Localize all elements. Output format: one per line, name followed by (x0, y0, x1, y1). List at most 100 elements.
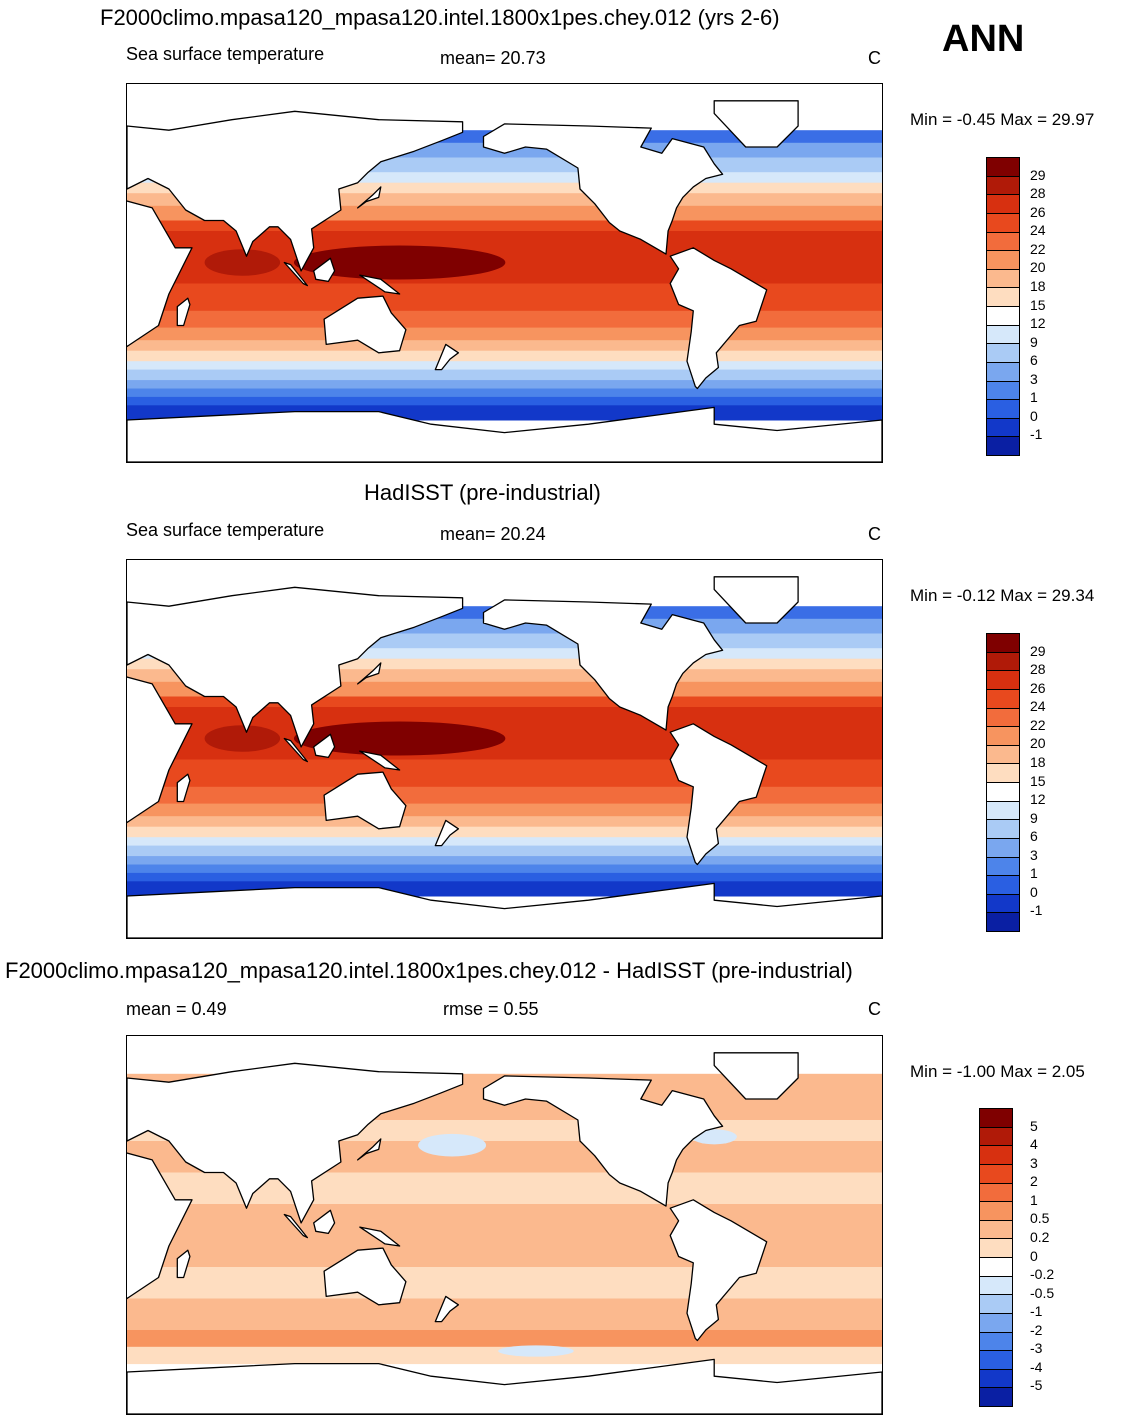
colorbar-swatch (987, 783, 1019, 802)
land-outline (127, 1358, 882, 1414)
colorbar-swatch (980, 1388, 1012, 1406)
colorbar-label: 0.5 (1030, 1210, 1050, 1227)
land-outline (127, 882, 882, 938)
colorbar-label: -5 (1030, 1377, 1043, 1394)
colorbar-label: 20 (1030, 735, 1046, 752)
colorbar-swatch (980, 1295, 1012, 1314)
colorbar-swatch (980, 1351, 1012, 1370)
land-outline (357, 662, 382, 685)
colorbar-swatch (980, 1146, 1012, 1165)
colorbar-label: 0 (1030, 883, 1038, 900)
land-outline (669, 723, 768, 866)
colorbar-swatch (987, 232, 1019, 252)
map-canvas (127, 1036, 882, 1414)
colorbar-label: 5 (1030, 1117, 1038, 1134)
ocean-band (127, 856, 882, 865)
panel-2-variable: Sea surface temperature (126, 520, 325, 540)
colorbar-swatch (987, 727, 1019, 746)
land-outline (283, 1213, 309, 1239)
ocean-band (127, 658, 882, 670)
colorbar-swatch (987, 745, 1019, 765)
colorbar-swatch (987, 876, 1019, 895)
panel-2-mean: mean= 20.24 (440, 524, 546, 544)
colorbar-label: -1 (1030, 1303, 1043, 1320)
land-outline (323, 1247, 407, 1306)
land-outline (323, 771, 407, 830)
land-outline (669, 247, 768, 390)
colorbar-swatch (987, 652, 1019, 672)
ocean-band (127, 369, 882, 381)
colorbar-label: 0 (1030, 407, 1038, 424)
colorbar-swatch (987, 634, 1019, 653)
colorbar-swatch (987, 213, 1019, 233)
land-outline (669, 1199, 768, 1342)
panel-3-map (126, 1035, 883, 1415)
colorbar-label: 22 (1030, 240, 1046, 257)
panel-2-colorbar (986, 633, 1020, 932)
colorbar-swatch (987, 820, 1019, 839)
ocean-band (127, 1204, 882, 1268)
land-outline (434, 343, 460, 371)
panel-3-rmse: rmse = 0.55 (443, 999, 539, 1019)
land-outline (482, 1075, 724, 1207)
colorbar-label: 12 (1030, 791, 1046, 808)
colorbar-swatch (980, 1202, 1012, 1221)
colorbar-swatch (987, 801, 1019, 821)
colorbar-swatch (987, 176, 1019, 196)
ocean-band (127, 696, 882, 708)
colorbar-label: 28 (1030, 185, 1046, 202)
panel-1-variable: Sea surface temperature (126, 44, 325, 64)
colorbar-label: 29 (1030, 166, 1046, 183)
colorbar-swatch (987, 857, 1019, 877)
ocean-band (127, 172, 882, 184)
ocean-band (127, 220, 882, 232)
land-outline (313, 733, 336, 759)
land-outline (482, 599, 724, 731)
colorbar-swatch (987, 158, 1019, 177)
ocean-band (127, 648, 882, 660)
warm-pool (204, 249, 281, 276)
colorbar-label: -0.2 (1030, 1266, 1055, 1283)
land-outline (357, 186, 382, 209)
panel-2-minmax: Min = -0.12 Max = 29.34 (910, 586, 1095, 605)
colorbar-swatch (987, 838, 1019, 858)
panel-1-mean: mean= 20.73 (440, 48, 546, 68)
land-outline (357, 1138, 382, 1161)
panel-2-units: C (868, 524, 881, 544)
colorbar-label: -0.5 (1030, 1284, 1055, 1301)
land-outline (176, 773, 191, 803)
colorbar-swatch (980, 1109, 1012, 1128)
colorbar-swatch (980, 1183, 1012, 1203)
panel-1-units: C (868, 48, 881, 68)
ocean-band (127, 786, 882, 805)
warm-pool (293, 721, 506, 756)
warm-pool (293, 245, 506, 280)
panel-3-units: C (868, 999, 881, 1019)
colorbar-label: 15 (1030, 296, 1046, 313)
colorbar-label: 0 (1030, 1247, 1038, 1264)
colorbar-label: 0.2 (1030, 1228, 1050, 1245)
land-outline (283, 737, 309, 763)
colorbar-label: 9 (1030, 809, 1038, 826)
land-outline (359, 274, 401, 295)
colorbar-swatch (987, 381, 1019, 401)
colorbar-label: -2 (1030, 1321, 1043, 1338)
colorbar-swatch (987, 708, 1019, 728)
colorbar-label: 9 (1030, 333, 1038, 350)
colorbar-label: 28 (1030, 661, 1046, 678)
ocean-band (127, 1267, 882, 1299)
colorbar-swatch (987, 195, 1019, 214)
land-outline (127, 406, 882, 462)
ocean-band (127, 1298, 882, 1331)
colorbar-label: -4 (1030, 1358, 1043, 1375)
panel-3-title: F2000climo.mpasa120_mpasa120.intel.1800x… (5, 958, 853, 983)
colorbar-label: -3 (1030, 1340, 1043, 1357)
ocean-band (127, 310, 882, 329)
ocean-band (127, 327, 882, 341)
panel-1-colorbar (986, 157, 1020, 456)
colorbar-swatch (987, 344, 1019, 363)
colorbar-swatch (980, 1332, 1012, 1352)
anomaly-patch (418, 1133, 487, 1157)
panel-3-mean: mean = 0.49 (126, 999, 227, 1019)
land-outline (313, 1209, 336, 1235)
